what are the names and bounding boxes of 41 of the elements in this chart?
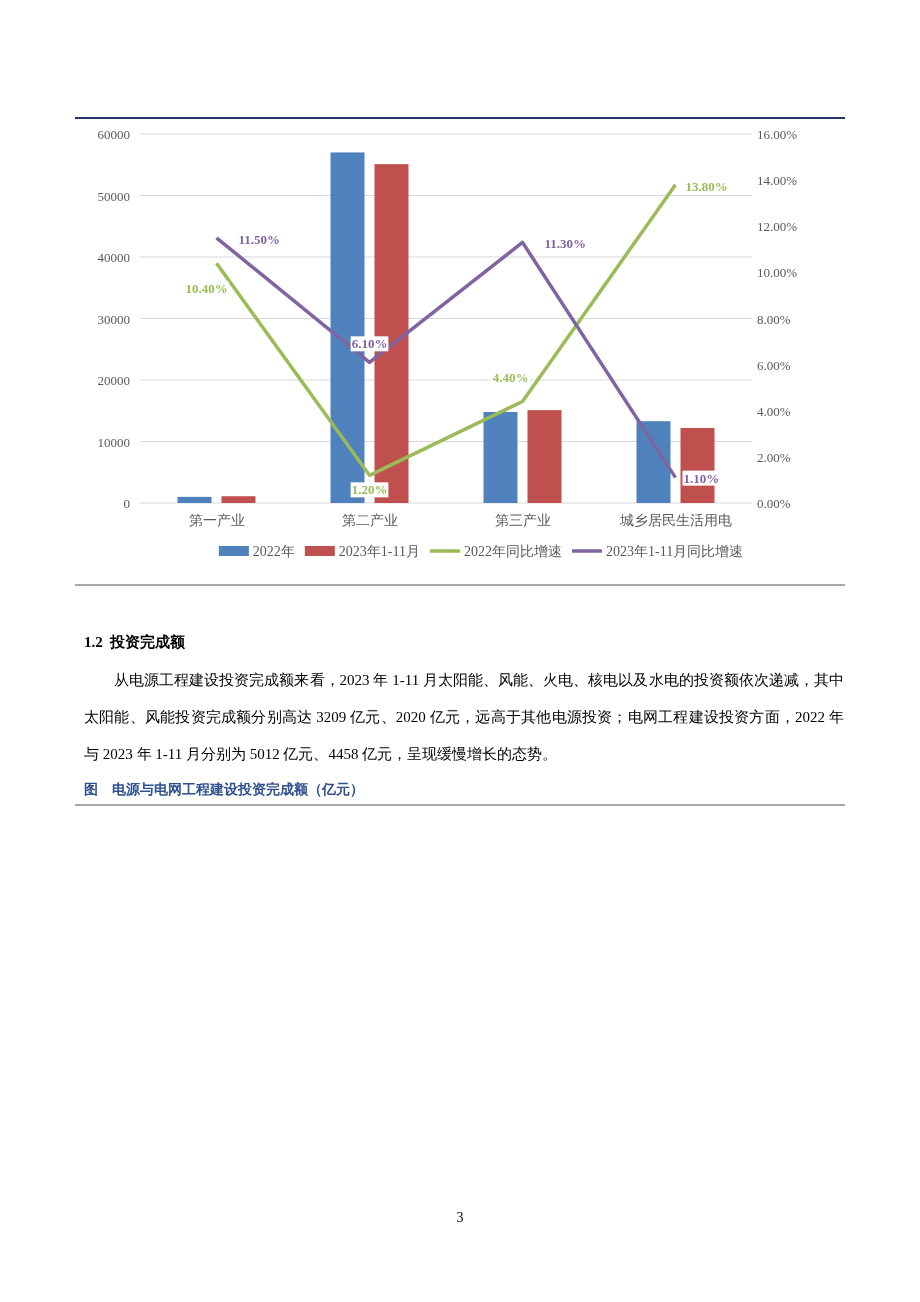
data-label: 6.10% [351,336,388,352]
x-tick-label: 城乡居民生活用电 [618,513,732,528]
text: 3 [455,1209,465,1227]
bar [483,411,518,503]
x-tick-label: 第一产业 [188,513,245,528]
y2-tick-label: 16.00% [757,127,798,142]
y2-tick-label: 12.00% [757,219,798,235]
data-label: 13.80% [685,178,728,194]
x-tick-label: 第二产业 [341,513,398,528]
data-label: 10.40% [185,281,228,297]
y2-tick-label: 10.00% [757,265,798,281]
data-label: 11.50% [238,231,281,247]
data-label: 4.40% [492,369,529,385]
y2-tick-label: 4.00% [757,403,791,419]
y2-tick-label: 14.00% [757,173,798,189]
data-label: 11.30% [544,236,587,252]
legend-label: 2023年1-11月 [338,544,420,559]
text: 从电源工程建设投资完成额来看，2023 年 1-11 月太阳能、风能、火电、核电以及水电的投资额依次递减，其中太阳能、风能投资完成额分别高达 3209 亿元、2020 亿元，远高于其他电源投资；电网工程建设投资方面，2022 年与 2023 年 1-11 月分别为 5012 亿元、4458 亿元，呈现缓慢增长的态势。 [84,672,844,762]
legend-label: 2023年1-11月同比增速 [606,544,744,559]
bar [636,421,671,503]
text: 图 电源与电网工程建设投资完成额（亿元） [84,781,365,799]
x-tick-label: 第三产业 [494,513,551,528]
y-tick-label: 0 [123,496,130,511]
bar [177,496,212,503]
y2-tick-label: 6.00% [757,357,791,373]
bar [221,496,256,503]
y-tick-label: 50000 [97,188,130,204]
y2-tick-label: 0.00% [757,496,791,511]
y-tick-label: 30000 [97,311,130,327]
legend-label: 2022年 [252,544,295,559]
bar [527,410,562,503]
data-label: 1.20% [351,482,388,498]
y-tick-label: 40000 [97,250,130,265]
text: 1.2 投资完成额 [84,633,187,652]
y-tick-label: 20000 [97,373,130,388]
y2-tick-label: 8.00% [757,311,791,327]
y2-tick-label: 2.00% [757,449,791,465]
legend-label: 2022年同比增速 [464,544,562,559]
data-label: 1.10% [683,470,720,486]
y-tick-label: 60000 [97,127,130,142]
y-tick-label: 10000 [97,434,130,450]
